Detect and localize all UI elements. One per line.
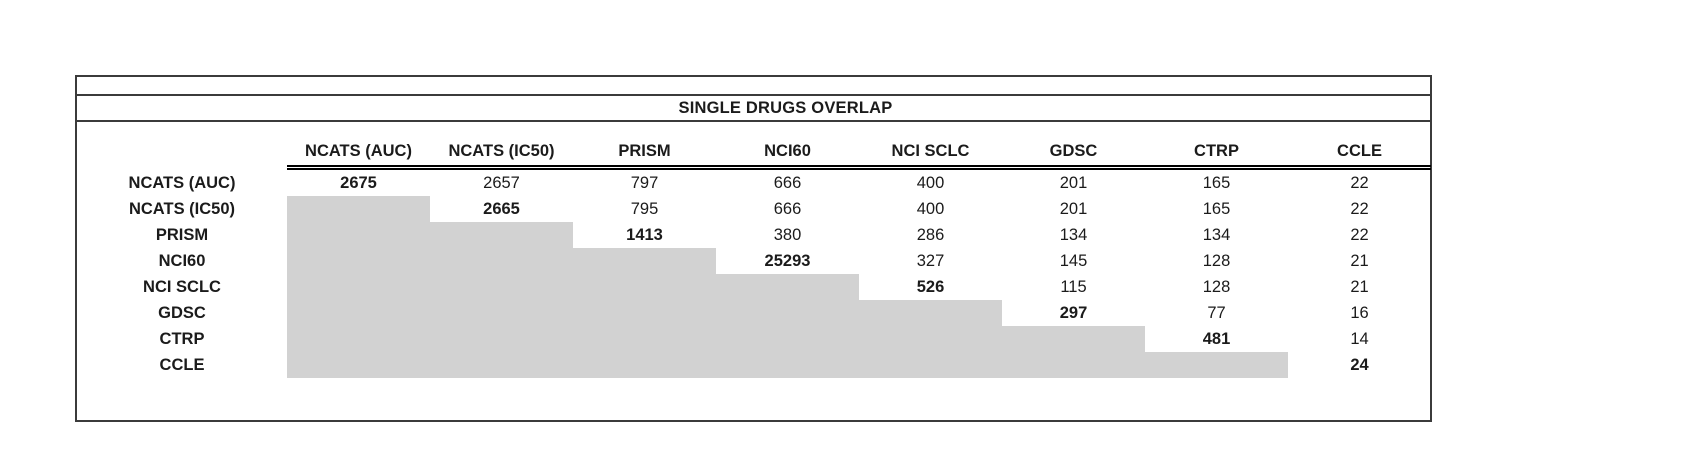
col-header-ncats-auc: NCATS (AUC) xyxy=(287,122,430,170)
cell-gdsc-gdsc: 297 xyxy=(1059,304,1088,322)
table-title: SINGLE DRUGS OVERLAP xyxy=(77,96,1430,122)
cell-nci60-prism xyxy=(573,248,716,274)
cell-ncats-ic50-prism: 795 xyxy=(630,200,659,218)
cell-gdsc-nci-sclc xyxy=(859,300,1002,326)
cell-prism-ccle: 22 xyxy=(1350,226,1369,244)
col-header-nci60: NCI60 xyxy=(716,122,859,170)
col-header-ncats-ic50: NCATS (IC50) xyxy=(430,122,573,170)
cell-gdsc-ncats-ic50 xyxy=(430,300,573,326)
corner-cell xyxy=(77,122,287,170)
cell-ctrp-ctrp: 481 xyxy=(1202,330,1231,348)
cell-ncats-auc-ccle: 22 xyxy=(1350,174,1369,192)
cell-ccle-ctrp xyxy=(1145,352,1288,378)
cell-prism-gdsc: 134 xyxy=(1059,226,1088,244)
cell-ccle-prism xyxy=(573,352,716,378)
cell-nci60-ncats-auc xyxy=(287,248,430,274)
cell-ncats-auc-ctrp: 165 xyxy=(1202,174,1231,192)
single-drugs-overlap-table: SINGLE DRUGS OVERLAP NCATS (AUC) NCATS (I… xyxy=(75,75,1432,422)
cell-ctrp-ccle: 14 xyxy=(1350,330,1369,348)
col-header-ccle: CCLE xyxy=(1288,122,1431,170)
cell-ncats-auc-gdsc: 201 xyxy=(1059,174,1088,192)
cell-nci-sclc-ncats-auc xyxy=(287,274,430,300)
cell-nci-sclc-nci60 xyxy=(716,274,859,300)
row-label-nci-sclc: NCI SCLC xyxy=(143,278,221,296)
cell-ncats-ic50-nci-sclc: 400 xyxy=(916,200,945,218)
cell-prism-ctrp: 134 xyxy=(1202,226,1231,244)
col-header-gdsc: GDSC xyxy=(1002,122,1145,170)
cell-gdsc-prism xyxy=(573,300,716,326)
cell-prism-nci60: 380 xyxy=(773,226,802,244)
cell-prism-ncats-ic50 xyxy=(430,222,573,248)
cell-ccle-nci-sclc xyxy=(859,352,1002,378)
cell-ncats-auc-prism: 797 xyxy=(630,174,659,192)
cell-ctrp-ncats-ic50 xyxy=(430,326,573,352)
cell-nci60-nci60: 25293 xyxy=(764,252,811,270)
cell-nci60-nci-sclc: 327 xyxy=(916,252,945,270)
cell-ccle-ncats-auc xyxy=(287,352,430,378)
row-label-ncats-auc: NCATS (AUC) xyxy=(128,174,236,192)
cell-ctrp-nci-sclc xyxy=(859,326,1002,352)
cell-gdsc-nci60 xyxy=(716,300,859,326)
cell-nci-sclc-ncats-ic50 xyxy=(430,274,573,300)
cell-gdsc-ccle: 16 xyxy=(1350,304,1369,322)
cell-ncats-auc-nci60: 666 xyxy=(773,174,802,192)
cell-prism-ncats-auc xyxy=(287,222,430,248)
cell-nci60-gdsc: 145 xyxy=(1059,252,1088,270)
cell-nci-sclc-gdsc: 115 xyxy=(1060,278,1087,296)
cell-prism-prism: 1413 xyxy=(626,226,663,244)
cell-ncats-ic50-nci60: 666 xyxy=(773,200,802,218)
cell-nci60-ccle: 21 xyxy=(1350,252,1369,270)
col-header-nci-sclc: NCI SCLC xyxy=(859,122,1002,170)
row-label-prism: PRISM xyxy=(155,226,209,244)
col-header-ctrp: CTRP xyxy=(1145,122,1288,170)
row-label-ncats-ic50: NCATS (IC50) xyxy=(128,200,236,218)
cell-ncats-auc-ncats-auc: 2675 xyxy=(340,174,377,192)
cell-nci-sclc-nci-sclc: 526 xyxy=(916,278,945,296)
cell-ncats-ic50-gdsc: 201 xyxy=(1059,200,1088,218)
cell-ccle-gdsc xyxy=(1002,352,1145,378)
cell-nci-sclc-ctrp: 128 xyxy=(1202,278,1231,296)
cell-ncats-ic50-ncats-auc xyxy=(287,196,430,222)
row-label-gdsc: GDSC xyxy=(158,304,206,322)
row-label-ctrp: CTRP xyxy=(159,330,205,348)
cell-ctrp-prism xyxy=(573,326,716,352)
cell-gdsc-ctrp: 77 xyxy=(1207,304,1226,322)
cell-ncats-ic50-ctrp: 165 xyxy=(1202,200,1231,218)
row-label-nci60: NCI60 xyxy=(158,252,206,270)
cell-prism-nci-sclc: 286 xyxy=(916,226,945,244)
table-top-strip xyxy=(77,77,1430,96)
cell-nci-sclc-ccle: 21 xyxy=(1350,278,1369,296)
cell-nci60-ncats-ic50 xyxy=(430,248,573,274)
cell-ncats-ic50-ncats-ic50: 2665 xyxy=(483,200,520,218)
cell-ccle-ncats-ic50 xyxy=(430,352,573,378)
cell-ncats-auc-ncats-ic50: 2657 xyxy=(483,174,520,192)
cell-nci60-ctrp: 128 xyxy=(1202,252,1231,270)
cell-nci-sclc-prism xyxy=(573,274,716,300)
cell-ccle-ccle: 24 xyxy=(1350,356,1369,374)
cell-ctrp-gdsc xyxy=(1002,326,1145,352)
cell-ncats-auc-nci-sclc: 400 xyxy=(916,174,945,192)
col-header-prism: PRISM xyxy=(573,122,716,170)
cell-gdsc-ncats-auc xyxy=(287,300,430,326)
overlap-matrix: NCATS (AUC) NCATS (IC50) PRISM NCI60 NCI SCL… xyxy=(77,122,1431,378)
cell-ncats-ic50-ccle: 22 xyxy=(1350,200,1369,218)
row-label-ccle: CCLE xyxy=(159,356,205,374)
cell-ctrp-ncats-auc xyxy=(287,326,430,352)
cell-ccle-nci60 xyxy=(716,352,859,378)
cell-ctrp-nci60 xyxy=(716,326,859,352)
